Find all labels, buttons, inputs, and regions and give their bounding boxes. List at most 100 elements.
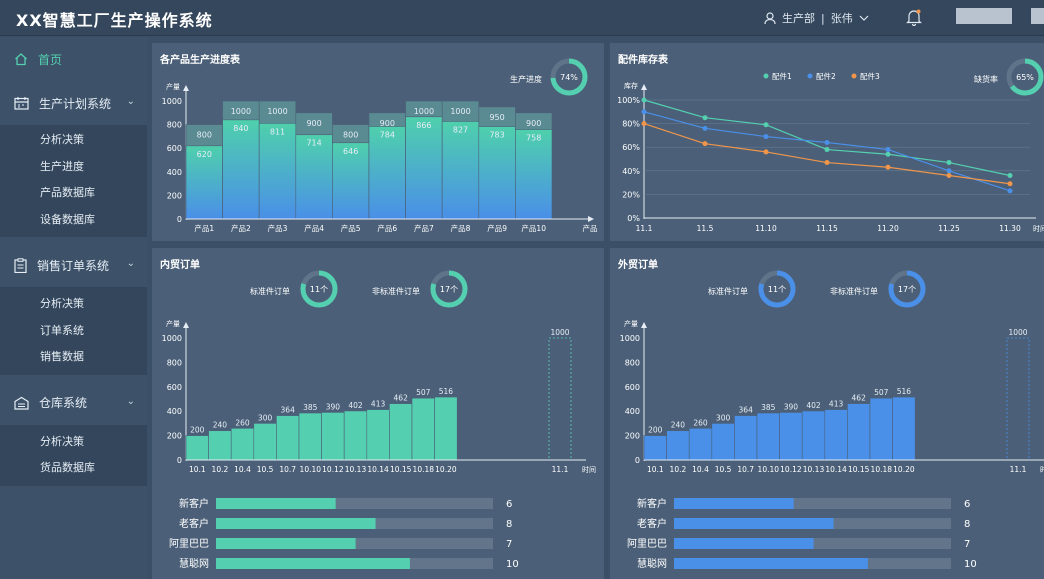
x-tick-label: 11.15 bbox=[816, 224, 838, 233]
chevron-down-icon bbox=[859, 15, 869, 21]
actual-bar bbox=[368, 126, 406, 220]
user-menu[interactable]: 生产部 | 张伟 bbox=[764, 10, 869, 26]
sidebar-group-sales-order[interactable]: 销售订单系统 ⌄ bbox=[0, 243, 147, 287]
x-axis-arrow bbox=[588, 216, 594, 222]
bar-data-label: 390 bbox=[326, 402, 341, 411]
donut-fill bbox=[888, 270, 926, 308]
y-tick-label: 80% bbox=[622, 120, 640, 129]
bar-data-label: 462 bbox=[394, 394, 409, 403]
sidebar-item-home[interactable]: 首页 bbox=[0, 37, 147, 81]
x-tick-label: 10.10 bbox=[758, 465, 780, 474]
order-bar bbox=[779, 412, 803, 461]
bar-data-label: 240 bbox=[213, 421, 228, 430]
bar-data-label: 507 bbox=[874, 388, 889, 397]
series-point bbox=[1007, 181, 1013, 187]
sidebar-item-order-system[interactable]: 订单系统 bbox=[40, 323, 84, 337]
series-point bbox=[824, 139, 830, 145]
sidebar-item-goods-db[interactable]: 货品数据库 bbox=[40, 461, 95, 474]
redacted-area-edge bbox=[1031, 8, 1044, 24]
order-bar bbox=[185, 435, 209, 461]
bar-data-label: 364 bbox=[739, 406, 754, 415]
x-tick-label: 10.7 bbox=[737, 465, 754, 474]
sidebar-group-production-plan[interactable]: 生产计划系统 ⌄ bbox=[0, 81, 147, 125]
y-tick-label: 800 bbox=[625, 358, 640, 367]
y-tick-label: 800 bbox=[167, 358, 182, 367]
panel-title: 各产品生产进度表 bbox=[160, 55, 240, 66]
plan-data-label: 1000 bbox=[450, 107, 470, 116]
order-bar bbox=[869, 397, 893, 461]
chevron-down-icon: ⌄ bbox=[126, 96, 135, 107]
series-point bbox=[1007, 173, 1013, 179]
bell-icon[interactable] bbox=[906, 8, 922, 26]
plan-data-label: 900 bbox=[526, 119, 541, 128]
actual-data-label: 620 bbox=[197, 150, 212, 159]
order-bar bbox=[298, 412, 322, 461]
x-tick-label: 10.1 bbox=[189, 465, 206, 474]
ranking-fill bbox=[216, 498, 336, 509]
production-bar-chart: 0 200 400 600 800 1000 产量 800 620 产品1 1000 840 产品2 10… bbox=[162, 82, 598, 233]
forecast-data-label: 1000 bbox=[550, 328, 569, 337]
x-tick-label: 10.15 bbox=[848, 465, 870, 474]
sidebar-item-product-db[interactable]: 产品数据库 bbox=[40, 186, 95, 199]
standard-order-donut: 11个 bbox=[758, 270, 796, 308]
x-tick-label: 产品10 bbox=[521, 223, 546, 233]
y-tick-label: 1000 bbox=[162, 97, 182, 106]
sidebar-item-analysis[interactable]: 分析决策 bbox=[40, 133, 84, 146]
x-tick-label: 产品9 bbox=[487, 223, 507, 233]
ranking-label: 阿里巴巴 bbox=[627, 538, 667, 550]
series-point bbox=[824, 147, 830, 153]
x-tick-label: 10.13 bbox=[345, 465, 367, 474]
user-separator: | bbox=[821, 11, 825, 25]
actual-bar bbox=[258, 123, 297, 220]
order-bar bbox=[230, 427, 255, 461]
x-tick-label: 10.4 bbox=[234, 465, 251, 474]
plan-data-label: 900 bbox=[380, 119, 395, 128]
donut-value: 11个 bbox=[768, 285, 786, 294]
series-point bbox=[885, 147, 891, 153]
standard-order-donut: 11个 bbox=[300, 270, 338, 308]
y-tick-label: 1000 bbox=[620, 334, 640, 343]
standard-order-label: 标准件订单 bbox=[708, 287, 748, 296]
bar-data-label: 200 bbox=[190, 426, 205, 435]
x-axis-label: 产品 bbox=[583, 223, 598, 233]
chevron-down-icon: ⌄ bbox=[126, 258, 135, 269]
bar-data-label: 260 bbox=[235, 418, 250, 427]
series-point bbox=[641, 97, 647, 103]
x-tick-label: 10.14 bbox=[367, 465, 389, 474]
donut-value: 11个 bbox=[310, 285, 328, 294]
y-tick-label: 0 bbox=[635, 456, 640, 465]
clipboard-icon bbox=[14, 257, 27, 273]
x-tick-label: 11.10 bbox=[755, 224, 777, 233]
sidebar-item-equipment-db[interactable]: 设备数据库 bbox=[40, 212, 95, 226]
inventory-panel: 配件库存表 缺货率 65% 0% 20% 40% 60% 80% 100% 库存 11.1 11… bbox=[610, 43, 1044, 241]
legend-label: 配件3 bbox=[860, 71, 880, 81]
ranking-value: 10 bbox=[506, 559, 519, 570]
panel-title: 内贸订单 bbox=[160, 260, 200, 271]
forecast-data-label: 1000 bbox=[1008, 328, 1027, 337]
sidebar-item-analysis[interactable]: 分析决策 bbox=[40, 434, 84, 448]
y-axis-label: 产量 bbox=[166, 319, 180, 328]
y-axis-arrow bbox=[641, 322, 647, 328]
sidebar-submenu-sales-order: 分析决策 订单系统 销售数据 bbox=[0, 287, 147, 375]
y-tick-label: 400 bbox=[167, 407, 182, 416]
ranking-label: 阿里巴巴 bbox=[169, 538, 209, 550]
bar-data-label: 402 bbox=[806, 401, 821, 410]
sidebar-item-sales-data[interactable]: 销售数据 bbox=[40, 350, 84, 363]
order-bar bbox=[343, 410, 368, 461]
x-tick-label: 11.5 bbox=[697, 224, 714, 233]
sidebar-item-analysis[interactable]: 分析决策 bbox=[40, 297, 84, 310]
x-tick-label: 11.1 bbox=[1010, 465, 1027, 474]
x-tick-label: 10.2 bbox=[670, 465, 687, 474]
actual-data-label: 866 bbox=[416, 121, 431, 130]
ranking-track bbox=[216, 498, 493, 509]
plan-data-label: 950 bbox=[489, 113, 504, 122]
x-tick-label: 10.14 bbox=[825, 465, 847, 474]
sidebar-group-warehouse[interactable]: 仓库系统 ⌄ bbox=[0, 381, 147, 425]
y-tick-label: 20% bbox=[622, 190, 640, 199]
ranking-fill bbox=[674, 518, 834, 529]
sidebar-item-progress[interactable]: 生产进度 bbox=[40, 159, 84, 173]
order-bar bbox=[756, 412, 780, 461]
domestic-bar-chart: 0 200 400 600 800 1000 产量 200 10.1 240 10.2 260 10.4… bbox=[162, 319, 596, 570]
x-tick-label: 10.4 bbox=[692, 465, 709, 474]
x-tick-label: 11.20 bbox=[877, 224, 899, 233]
